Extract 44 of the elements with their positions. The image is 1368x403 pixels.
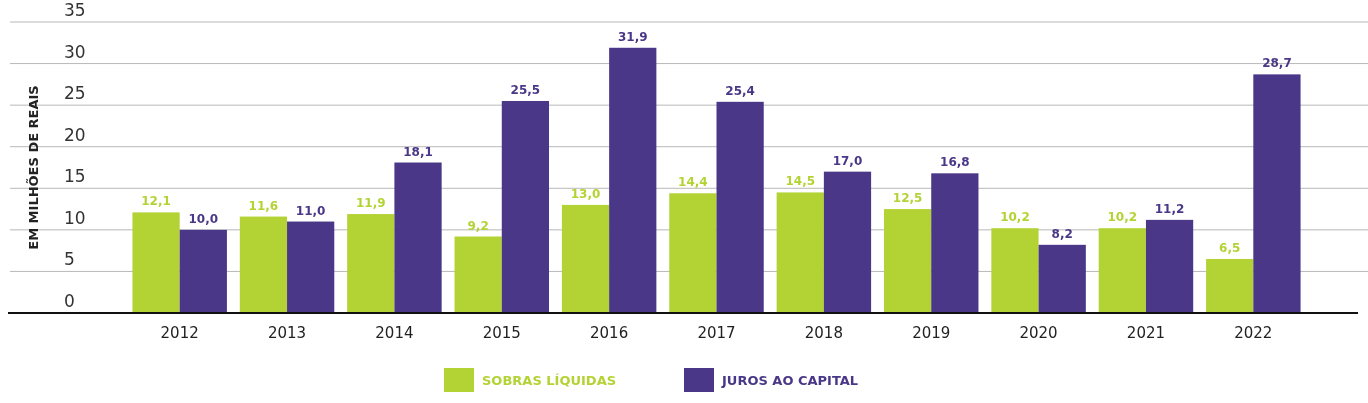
y-tick-label: 10: [64, 207, 86, 228]
x-tick-label: 2022: [1234, 324, 1273, 342]
legend-label: JUROS AO CAPITAL: [721, 373, 859, 388]
data-label: 14,4: [678, 175, 708, 190]
y-tick-label: 0: [64, 291, 75, 311]
data-label: 13,0: [570, 186, 601, 201]
data-label: 8,2: [1051, 226, 1073, 241]
data-label: 11,2: [1154, 201, 1185, 216]
y-tick-label: 15: [64, 166, 86, 187]
data-label: 16,8: [940, 155, 970, 170]
data-label: 10,0: [188, 211, 219, 226]
x-tick-label: 2016: [590, 324, 629, 342]
x-tick-label: 2019: [912, 324, 951, 342]
x-tick-label: 2014: [375, 324, 414, 342]
data-label: 17,0: [832, 153, 863, 168]
x-tick-label: 2020: [1019, 324, 1058, 342]
x-tick-label: 2018: [804, 324, 843, 342]
data-label: 9,2: [467, 218, 489, 233]
y-tick-label: 30: [64, 41, 86, 62]
data-label: 28,7: [1262, 56, 1292, 71]
y-tick-label: 25: [64, 83, 86, 104]
x-tick-label: 2021: [1126, 324, 1166, 342]
y-tick-label: 35: [64, 0, 86, 20]
data-label: 6,5: [1219, 240, 1241, 255]
y-tick-label: 5: [64, 249, 75, 270]
data-label: 14,5: [785, 174, 816, 189]
data-label: 25,4: [725, 83, 755, 98]
data-label: 31,9: [617, 29, 648, 44]
data-label: 11,6: [248, 198, 279, 213]
data-label: 11,0: [295, 203, 326, 218]
legend-label: SOBRAS LÍQUIDAS: [482, 373, 617, 388]
data-label: 12,1: [141, 194, 171, 209]
data-label: 18,1: [403, 144, 433, 159]
x-tick-label: 2013: [267, 324, 307, 342]
x-tick-label: 2012: [160, 324, 199, 342]
y-axis-title: EM MILHÕES DE REAIS: [26, 85, 41, 250]
x-tick-label: 2017: [697, 324, 736, 342]
data-label: 10,2: [1107, 210, 1138, 225]
x-tick-label: 2015: [482, 324, 521, 342]
data-label: 12,5: [892, 191, 923, 206]
data-label: 11,9: [355, 196, 386, 211]
y-tick-label: 20: [64, 124, 86, 145]
data-label: 25,5: [510, 82, 541, 97]
data-label: 10,2: [1000, 210, 1030, 225]
